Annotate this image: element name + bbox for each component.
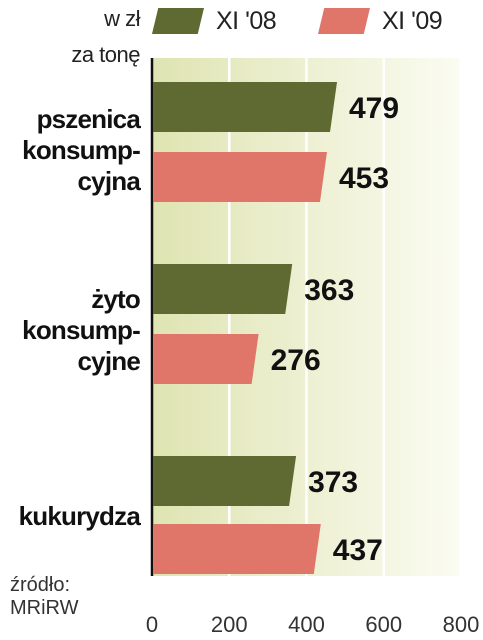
category-label-line: cyjne <box>77 346 141 376</box>
value-label-2009-2: 437 <box>333 534 383 567</box>
legend-swatch-2008 <box>152 8 204 34</box>
x-tick-label: 800 <box>443 612 480 637</box>
value-label-2008-2: 373 <box>308 466 358 499</box>
x-tick-label: 200 <box>211 612 248 637</box>
category-label-line: konsump- <box>22 135 141 165</box>
legend-swatch-2009 <box>318 8 370 34</box>
bar-2009-2 <box>153 524 321 574</box>
bar-2008-2 <box>153 456 297 506</box>
legend-item-2008: XI '08 <box>152 4 277 38</box>
category-label-rye: żyto konsump- cyjne <box>0 284 141 377</box>
category-label-line: żyto <box>91 284 141 314</box>
legend-label-2009: XI '09 <box>382 6 443 35</box>
category-label-wheat: pszenica konsump- cyjna <box>0 104 141 197</box>
legend-item-2009: XI '09 <box>318 4 443 38</box>
value-label-2009-0: 453 <box>339 162 389 195</box>
category-label-line: pszenica <box>36 104 141 134</box>
value-label-2009-1: 276 <box>271 344 321 377</box>
bar-2008-0 <box>153 82 338 132</box>
unit-label-line-1: w zł <box>104 6 140 31</box>
value-label-2008-1: 363 <box>304 274 354 307</box>
category-label-line: cyjna <box>77 166 141 196</box>
source-name: MRiRW <box>10 597 79 619</box>
unit-label-line-2: za tonę <box>71 42 140 67</box>
bar-2009-0 <box>153 152 327 202</box>
source-label: źródło: <box>10 574 71 596</box>
x-tick-label: 600 <box>365 612 402 637</box>
category-label-line: kukurydza <box>18 501 141 531</box>
source-note: źródło: MRiRW <box>10 574 79 620</box>
bar-2009-1 <box>153 334 259 384</box>
x-tick-label: 0 <box>146 612 158 637</box>
category-label-line: konsump- <box>22 315 141 345</box>
category-label-corn: kukurydza <box>0 501 141 532</box>
x-tick-label: 400 <box>288 612 325 637</box>
legend-label-2008: XI '08 <box>216 6 277 35</box>
bar-2008-1 <box>153 264 293 314</box>
value-label-2008-0: 479 <box>349 92 399 125</box>
